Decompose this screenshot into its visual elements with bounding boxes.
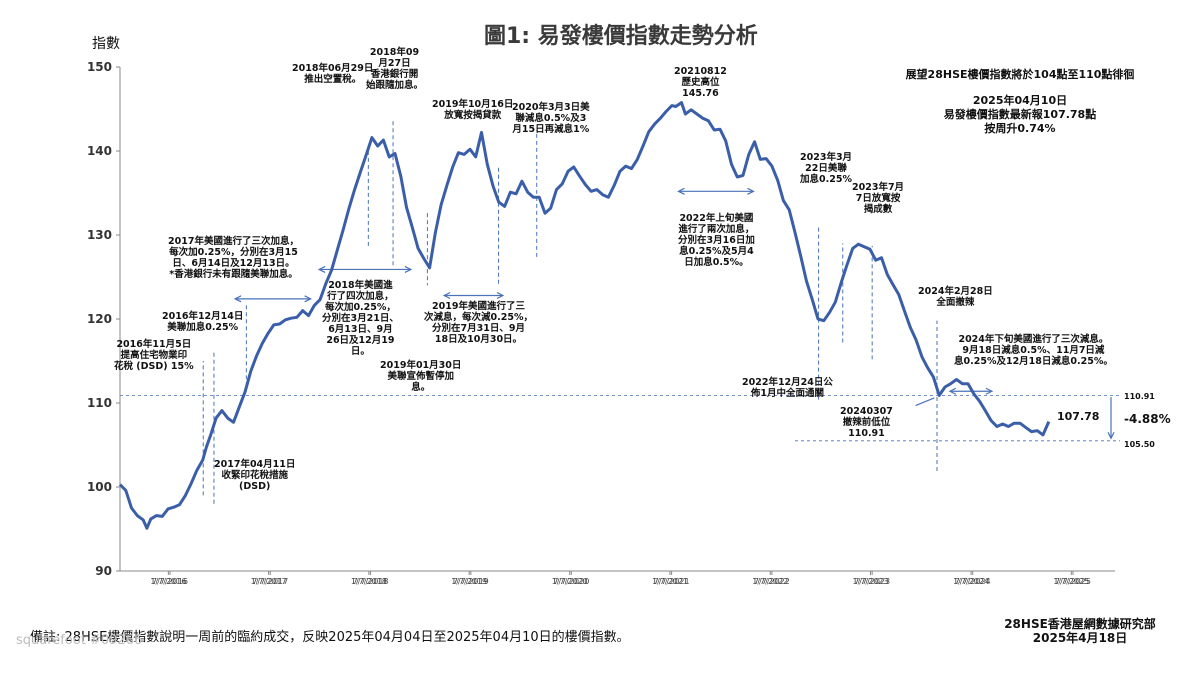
y-tick-label: 100 — [87, 480, 112, 494]
range-arrow-2018-head-right — [404, 265, 413, 273]
annotation-all-time-high: 20210812 歷史高位 145.76 — [674, 66, 727, 99]
annotation-2024-03-07-low: 20240307 撤辣前低位 110.91 — [840, 406, 893, 439]
x-tick-label: 1/7/2025 — [1053, 577, 1089, 586]
range-arrow-2019-head-left — [442, 291, 451, 300]
range-arrow-2017-head-right — [304, 295, 312, 303]
x-tick-label: 1/7/2020 — [552, 577, 588, 586]
outlook-line: 展望28HSE樓價指數將於104點至110點徘徊 — [905, 68, 1135, 81]
latest-value-text: 易發樓價指數最新報107.78點 — [943, 108, 1097, 121]
x-tick-label: 7/7/2020 — [553, 577, 589, 586]
annotation-2017-rate-hikes: 2017年美國進行了三次加息， 每次加0.25%，分別在3月15 日、6月14日… — [168, 236, 299, 280]
index-series-line — [118, 101, 1051, 530]
x-tick-label: 7/7/2021 — [654, 577, 690, 586]
annotation-2023-07-07: 2023年7月 7日放寬按 揭成數 — [852, 182, 905, 215]
x-tick-label: 7/7/2025 — [1055, 577, 1091, 586]
annotation-2019-01-30: 2019年01月30日 美聯宣佈暫停加 息。 — [380, 360, 462, 393]
y-tick-label: 140 — [87, 144, 112, 158]
annotation-2018-09-27: 2018年09 月27日 香港銀行開 始跟隨加息。 — [366, 47, 424, 91]
source-date: 2025年4月18日 — [1032, 631, 1128, 645]
x-tick-label: 7/7/2019 — [453, 577, 489, 586]
watermark: squarefoot #09266 — [16, 633, 143, 648]
annotation-2017-04-11: 2017年04月11日 收緊印花稅措施 (DSD) — [214, 459, 296, 492]
annotation-2022-rate-hikes: 2022年上旬美國 進行了兩次加息， 分別在3月16日加 息0.25%及5月4 … — [678, 213, 755, 268]
change-arrow-head — [1107, 432, 1115, 440]
range-arrow-2017-head-left — [233, 295, 242, 303]
annotation-2019-10-16: 2019年10月16日 放寬按揭貸款 — [432, 99, 514, 121]
x-tick-label: 7/7/2018 — [353, 577, 389, 586]
chart-title: 圖1: 易發樓價指數走勢分析 — [484, 24, 758, 49]
x-tick-label: 7/7/2022 — [754, 577, 790, 586]
annotation-2024-rate-cuts: 2024年下旬美國進行了三次減息。 9月18日減息0.5%、11月7日減 息0.… — [954, 334, 1113, 367]
annotation-2016-11-05: 2016年11月5日 提高住宅物業印 花稅 (DSD) 15% — [114, 339, 194, 372]
x-tick-label: 1/7/2016 — [150, 577, 186, 586]
y-tick-label: 150 — [87, 60, 112, 74]
x-tick-label: 1/7/2017 — [251, 577, 287, 586]
annotation-2016-12-14: 2016年12月14日 美聯加息0.25% — [162, 311, 244, 333]
annotation-2018-rate-hikes: 2018年美國進 行了四次加息， 每次加0.25%， 分別在3月21日、 6月1… — [322, 280, 399, 357]
ref-line-label-low: 105.50 — [1124, 440, 1155, 449]
outlook-summary: 展望28HSE樓價指數將於104點至110點徘徊 2025年04月10日 易發樓… — [890, 68, 1150, 136]
source-credit: 28HSE香港屋網數據研究部 2025年4月18日 — [1000, 617, 1160, 645]
x-tick-label: 1/7/2021 — [652, 577, 688, 586]
x-tick-label: 7/7/2024 — [955, 577, 991, 586]
y-tick-label: 110 — [87, 396, 112, 410]
y-axis-label: 指數 — [92, 36, 120, 52]
ref-line-label-high: 110.91 — [1124, 392, 1155, 401]
x-tick-label: 7/7/2017 — [252, 577, 288, 586]
y-tick-label: 130 — [87, 228, 112, 242]
footnote: 備註: 28HSE樓價指數說明一周前的臨約成交，反映2025年04月04日至20… — [30, 630, 630, 645]
change-label: -4.88% — [1124, 412, 1171, 426]
x-tick-label: 1/7/2019 — [451, 577, 487, 586]
annotation-2022-12-24: 2022年12月24日公 佈1月中全面通關 — [742, 377, 833, 399]
annotation-2023-03-22: 2023年3月 22日美聯 加息0.25% — [800, 152, 853, 185]
source-name: 28HSE香港屋網數據研究部 — [1004, 617, 1156, 631]
x-tick-label: 7/7/2023 — [854, 577, 890, 586]
range-arrow-2019-head-right — [496, 291, 505, 300]
x-tick-label: 1/7/2018 — [351, 577, 387, 586]
y-tick-label: 90 — [95, 564, 112, 578]
range-arrow-2024-head-left — [948, 387, 957, 395]
x-tick-label: 1/7/2023 — [853, 577, 889, 586]
range-arrow-2018-head-left — [317, 265, 326, 273]
x-tick-label: 7/7/2016 — [152, 577, 188, 586]
last-value-label: 107.78 — [1057, 410, 1100, 423]
weekly-change-text: 按周升0.74% — [984, 122, 1056, 135]
range-arrow-2022-head-right — [747, 187, 755, 195]
range-arrow-2024-head-right — [985, 387, 994, 395]
annotation-2019-rate-cuts: 2019年美國進行了三 次減息，每次減0.25%， 分別在7月31日、9月 18… — [424, 301, 533, 345]
x-tick-label: 1/7/2022 — [752, 577, 788, 586]
range-arrow-2022-head-left — [677, 187, 685, 195]
annotation-2020-03-03: 2020年3月3日美 聯減息0.5%及3 月15日再減息1% — [512, 102, 590, 135]
x-tick-label: 1/7/2024 — [953, 577, 989, 586]
low-pointer-arrow — [915, 397, 935, 407]
y-tick-label: 120 — [87, 312, 112, 326]
annotation-2024-02-28: 2024年2月28日 全面撤辣 — [918, 286, 993, 308]
annotation-2018-06-29: 2018年06月29日 推出空置稅。 — [292, 63, 374, 85]
latest-date: 2025年04月10日 — [972, 94, 1068, 107]
